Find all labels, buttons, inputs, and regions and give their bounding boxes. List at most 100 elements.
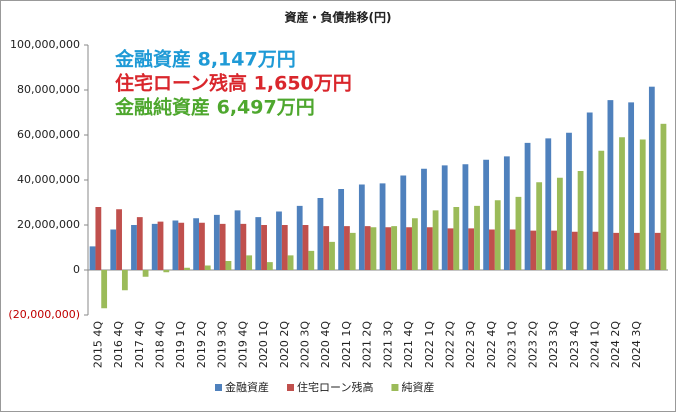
bar bbox=[131, 225, 137, 270]
bar bbox=[370, 227, 377, 270]
bar bbox=[358, 184, 365, 270]
bar bbox=[598, 150, 605, 270]
bar bbox=[317, 198, 324, 270]
bar bbox=[296, 205, 303, 270]
bar bbox=[213, 214, 220, 270]
bar bbox=[654, 232, 661, 270]
bar bbox=[503, 156, 510, 270]
bar bbox=[219, 223, 226, 270]
bar bbox=[447, 228, 454, 270]
x-tick-label: 2019 2Q bbox=[195, 321, 208, 368]
x-tick-label: 2024 2Q bbox=[609, 321, 622, 368]
bar bbox=[613, 232, 620, 270]
y-tick-label: 80,000,000 bbox=[17, 83, 80, 96]
bar bbox=[204, 265, 211, 270]
bar bbox=[545, 138, 552, 270]
x-tick-label: 2022 1Q bbox=[423, 321, 436, 368]
bar bbox=[586, 112, 593, 270]
bar bbox=[385, 227, 392, 270]
bar bbox=[225, 261, 232, 270]
bar bbox=[344, 226, 350, 270]
bar bbox=[426, 227, 433, 270]
annotation: 金融資産 8,147万円 bbox=[114, 48, 296, 71]
y-tick-label: 100,000,000 bbox=[10, 38, 80, 51]
bar bbox=[234, 210, 241, 270]
x-tick-label: 2023 4Q bbox=[568, 321, 581, 368]
x-tick-label: 2017 4Q bbox=[133, 321, 146, 368]
bar bbox=[571, 231, 578, 270]
x-tick-label: 2020 4Q bbox=[319, 321, 332, 368]
bar bbox=[329, 241, 335, 270]
bar bbox=[551, 230, 557, 270]
bar bbox=[524, 142, 531, 270]
bar bbox=[255, 217, 262, 270]
bar bbox=[432, 210, 439, 270]
bar bbox=[193, 218, 200, 270]
x-tick-label: 2021 4Q bbox=[402, 321, 415, 368]
bar bbox=[494, 200, 501, 270]
x-tick-label: 2018 4Q bbox=[154, 321, 167, 368]
bar bbox=[95, 207, 102, 270]
bar bbox=[199, 222, 205, 270]
bar bbox=[577, 171, 584, 270]
bar bbox=[276, 211, 282, 270]
x-tick-label: 2019 1Q bbox=[174, 321, 187, 368]
bar bbox=[246, 255, 253, 270]
bar bbox=[509, 229, 516, 270]
bar bbox=[421, 168, 427, 270]
x-tick-label: 2020 2Q bbox=[278, 321, 291, 368]
bar bbox=[178, 222, 185, 270]
bar bbox=[261, 225, 267, 270]
bar bbox=[660, 123, 667, 270]
bar bbox=[619, 137, 625, 270]
x-tick-label: 2022 2Q bbox=[444, 321, 457, 368]
bar bbox=[184, 267, 190, 270]
bar bbox=[556, 177, 563, 270]
legend-swatch bbox=[391, 384, 399, 391]
x-tick-label: 2020 1Q bbox=[257, 321, 270, 368]
bar bbox=[136, 217, 143, 270]
legend-label: 住宅ローン残高 bbox=[297, 380, 373, 394]
y-tick-label: (20,000,000) bbox=[8, 308, 80, 321]
bar bbox=[639, 139, 646, 270]
x-tick-label: 2020 3Q bbox=[299, 321, 312, 368]
y-tick-label: 0 bbox=[73, 263, 80, 276]
bar bbox=[462, 164, 469, 270]
legend-swatch bbox=[287, 384, 294, 391]
x-tick-label: 2019 4Q bbox=[236, 321, 249, 368]
bar bbox=[648, 86, 655, 270]
bar bbox=[592, 231, 599, 270]
bar bbox=[483, 159, 490, 270]
x-tick-label: 2016 4Q bbox=[112, 321, 125, 368]
bar bbox=[302, 225, 309, 270]
x-tick-label: 2015 4Q bbox=[91, 321, 104, 368]
bar bbox=[607, 100, 614, 270]
bar bbox=[628, 102, 635, 270]
bar bbox=[323, 226, 330, 270]
bar bbox=[142, 270, 149, 277]
bar bbox=[453, 207, 460, 270]
bar bbox=[110, 229, 117, 270]
bar bbox=[489, 229, 495, 270]
bar bbox=[566, 132, 572, 270]
x-tick-label: 2022 4Q bbox=[485, 321, 498, 368]
x-tick-label: 2023 2Q bbox=[526, 321, 539, 368]
x-tick-label: 2021 2Q bbox=[361, 321, 374, 368]
bar bbox=[151, 223, 158, 270]
bar bbox=[163, 270, 170, 273]
legend-label: 純資産 bbox=[401, 381, 434, 394]
y-tick-label: 20,000,000 bbox=[17, 218, 80, 231]
bar bbox=[308, 250, 315, 270]
bar bbox=[441, 165, 448, 270]
bar bbox=[281, 225, 288, 270]
annotation: 住宅ローン残高 1,650万円 bbox=[115, 72, 352, 95]
bar bbox=[89, 246, 96, 270]
x-tick-label: 2019 3Q bbox=[216, 321, 229, 368]
legend-swatch bbox=[215, 384, 222, 391]
bar bbox=[266, 262, 273, 270]
bar bbox=[536, 182, 543, 270]
bar bbox=[379, 183, 386, 270]
bar bbox=[391, 226, 398, 270]
bar bbox=[157, 221, 164, 270]
